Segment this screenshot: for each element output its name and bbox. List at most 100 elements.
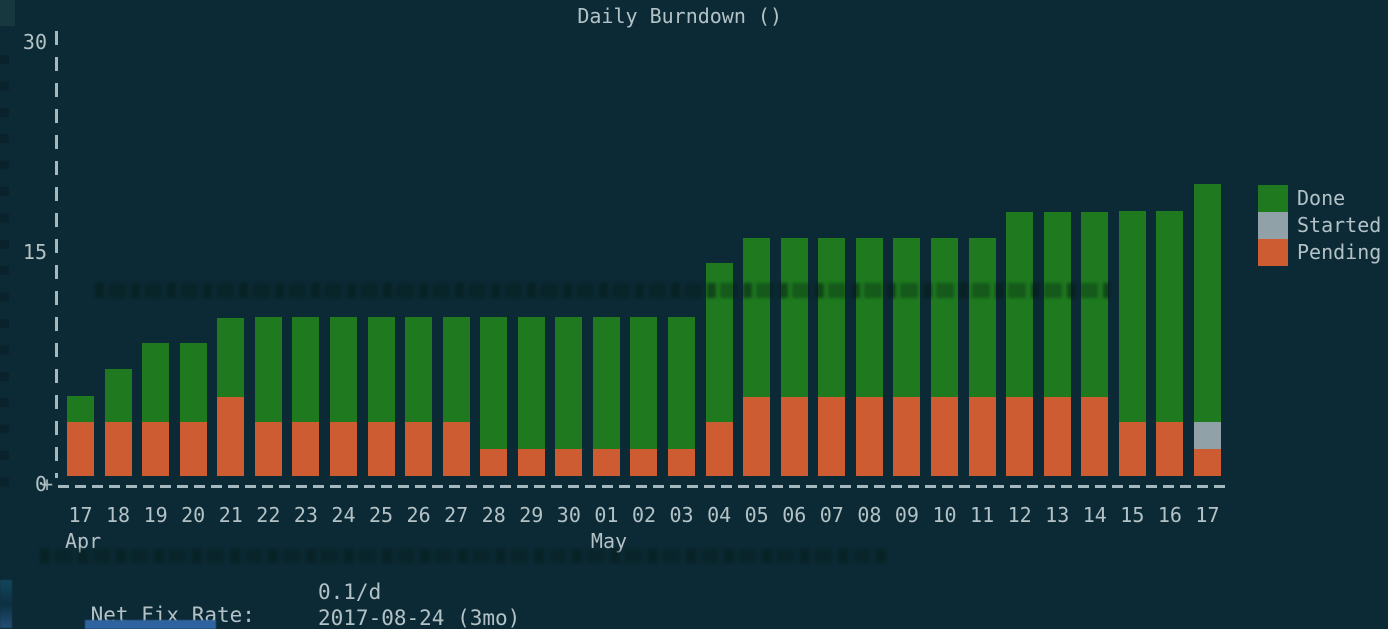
- bar-segment-pending: [1006, 397, 1034, 476]
- bar-segment-done: [517, 316, 545, 450]
- bar-segment-pending: [367, 422, 395, 476]
- bar-segment-pending: [254, 422, 282, 476]
- x-tick-label: 22: [256, 503, 281, 527]
- x-tick-label: 27: [444, 503, 469, 527]
- x-tick-label: 17: [68, 503, 93, 527]
- x-tick-label: 26: [406, 503, 431, 527]
- bar-segment-done: [1118, 210, 1146, 423]
- bar-segment-done: [630, 316, 658, 450]
- stacked-bar: [1193, 0, 1221, 476]
- legend-swatch-pending: [1258, 239, 1288, 266]
- bar-segment-started: [1193, 422, 1221, 450]
- stacked-bar: [592, 0, 620, 476]
- bar-segment-done: [142, 343, 170, 423]
- bar-segment-pending: [179, 422, 207, 476]
- bar-segment-done: [893, 237, 921, 398]
- bar-segment-done: [217, 318, 245, 398]
- stacked-bar: [630, 0, 658, 476]
- bar-segment-done: [367, 316, 395, 423]
- bar-segment-done: [405, 316, 433, 423]
- stacked-bar: [442, 0, 470, 476]
- month-label: Apr: [65, 529, 102, 553]
- x-tick-label: 02: [631, 503, 657, 527]
- stacked-bar: [179, 0, 207, 476]
- stacked-bar: [743, 0, 771, 476]
- bar-segment-done: [442, 316, 470, 423]
- stacked-bar: [931, 0, 959, 476]
- stacked-bar: [292, 0, 320, 476]
- x-tick-label: 20: [181, 503, 206, 527]
- x-tick-label: 05: [744, 503, 769, 527]
- selection-artifact: [85, 620, 216, 629]
- y-tick-label: 30: [22, 30, 47, 54]
- bar-segment-pending: [893, 397, 921, 476]
- stacked-bar: [480, 0, 508, 476]
- stacked-bar: [329, 0, 357, 476]
- stacked-bar: [254, 0, 282, 476]
- stacked-bar: [67, 0, 94, 476]
- stacked-bar: [517, 0, 545, 476]
- estimated-completion-value: 2017-08-24 (3mo): [318, 606, 521, 629]
- x-tick-label: 03: [669, 503, 694, 527]
- bar-segment-done: [818, 237, 846, 398]
- x-tick-label: 04: [707, 503, 732, 527]
- bar-segment-done: [480, 316, 508, 450]
- bar-segment-pending: [104, 422, 132, 476]
- bar-segment-pending: [931, 397, 959, 476]
- stacked-bar: [855, 0, 883, 476]
- axis-origin-plus: +: [41, 472, 54, 496]
- x-tick-label: 29: [519, 503, 544, 527]
- legend-label: Pending: [1297, 240, 1382, 264]
- month-label: May: [590, 529, 628, 553]
- bar-segment-pending: [1193, 449, 1221, 476]
- bar-segment-done: [592, 316, 620, 450]
- stacked-bar: [1006, 0, 1034, 476]
- x-tick-label: 06: [782, 503, 807, 527]
- bar-segment-pending: [1156, 422, 1184, 476]
- legend-label: Done: [1297, 186, 1346, 210]
- stacked-bar: [367, 0, 395, 476]
- bar-segment-pending: [1081, 397, 1109, 476]
- y-axis-line: [55, 31, 58, 478]
- bar-segment-pending: [855, 397, 883, 476]
- x-tick-label: 12: [1007, 503, 1032, 527]
- bar-segment-pending: [292, 422, 320, 476]
- x-tick-label: 25: [368, 503, 394, 527]
- bar-segment-pending: [480, 449, 508, 476]
- y-tick-label: 0: [34, 472, 47, 496]
- bar-segment-pending: [705, 422, 733, 476]
- bar-segment-done: [968, 237, 996, 398]
- x-tick-label: 18: [106, 503, 131, 527]
- x-tick-label: 17: [1195, 503, 1220, 527]
- screen-edge-artifact: [0, 55, 9, 495]
- stacked-bar: [555, 0, 583, 476]
- stacked-bar: [1156, 0, 1184, 476]
- stacked-bar: [217, 0, 245, 476]
- stacked-bar: [668, 0, 696, 476]
- bar-segment-pending: [67, 422, 94, 476]
- x-tick-label: 21: [218, 503, 243, 527]
- net-fix-rate-value: 0.1/d: [318, 580, 382, 604]
- stacked-bar: [405, 0, 433, 476]
- bar-segment-pending: [780, 397, 808, 476]
- stacked-bar: [705, 0, 733, 476]
- x-tick-label: 28: [481, 503, 506, 527]
- legend-label: Started: [1297, 213, 1382, 237]
- x-tick-label: 23: [293, 503, 318, 527]
- bar-segment-done: [855, 237, 883, 398]
- bar-segment-pending: [1043, 397, 1071, 476]
- legend-swatch-started: [1258, 212, 1288, 239]
- ghost-text-artifact: [40, 549, 890, 563]
- estimated-completion-line: Estimated completion: 2017-08-24 (3mo): [40, 607, 520, 629]
- bar-segment-done: [1193, 184, 1221, 423]
- bar-segment-done: [931, 237, 959, 398]
- stacked-bar: [780, 0, 808, 476]
- bar-segment-pending: [818, 397, 846, 476]
- x-tick-label: 24: [331, 503, 356, 527]
- bar-segment-done: [1043, 212, 1071, 398]
- bar-segment-done: [1156, 210, 1184, 423]
- bar-segment-done: [104, 368, 132, 423]
- x-tick-label: 11: [970, 503, 995, 527]
- stacked-bar: [968, 0, 996, 476]
